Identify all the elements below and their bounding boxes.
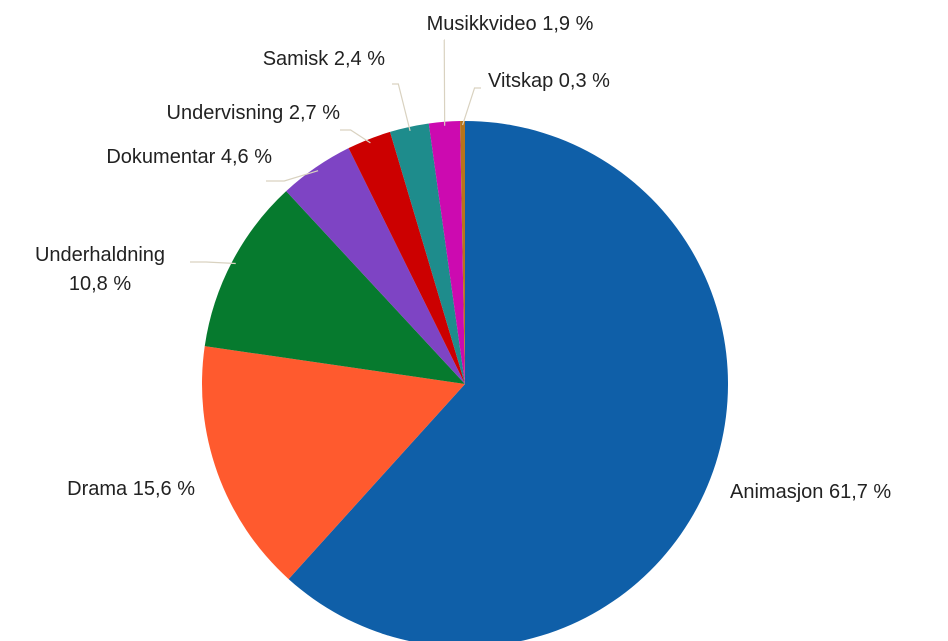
category-label: Undervisning [167, 102, 284, 124]
leader-line [392, 83, 411, 132]
value-label: 10,8 % [69, 273, 131, 295]
category-label: Dokumentar [106, 146, 215, 168]
value-label: 0,3 % [559, 70, 610, 92]
slice-label: Vitskap 0,3 % [488, 70, 610, 92]
value-label: 61,7 % [829, 481, 891, 503]
leader-line [461, 87, 481, 126]
pie-slice [348, 131, 465, 384]
slice-label: Musikkvideo 1,9 % [427, 13, 594, 35]
pie-slice [201, 346, 465, 580]
category-label: Vitskap [488, 70, 553, 92]
value-label: 1,9 % [542, 13, 593, 35]
leader-line [340, 129, 371, 144]
category-label: Musikkvideo [427, 13, 537, 35]
pie-slice [286, 148, 465, 384]
slice-label: Undervisning 2,7 % [167, 102, 341, 124]
slice-label: Samisk 2,4 % [263, 48, 386, 70]
pie-slice [288, 121, 728, 641]
leader-line [190, 261, 236, 265]
category-label: Underhaldning [35, 244, 165, 266]
pie-slice [390, 123, 465, 385]
pie-slice [204, 191, 465, 384]
slice-label: Animasjon 61,7 % [730, 481, 891, 503]
pie-slice [460, 121, 465, 384]
value-label: 4,6 % [221, 146, 272, 168]
category-label: Samisk [263, 48, 330, 70]
slice-label: Underhaldning 10,8 % [35, 244, 165, 295]
category-label: Animasjon [730, 481, 823, 503]
slice-label: Dokumentar 4,6 % [106, 146, 272, 168]
category-label: Drama [67, 478, 128, 500]
value-label: 2,4 % [334, 48, 385, 70]
value-label: 2,7 % [289, 102, 340, 124]
pie-slice [428, 121, 465, 384]
value-label: 15,6 % [133, 478, 195, 500]
slice-label: Drama 15,6 % [67, 478, 195, 500]
leader-line [443, 39, 446, 126]
leader-line [266, 170, 319, 182]
